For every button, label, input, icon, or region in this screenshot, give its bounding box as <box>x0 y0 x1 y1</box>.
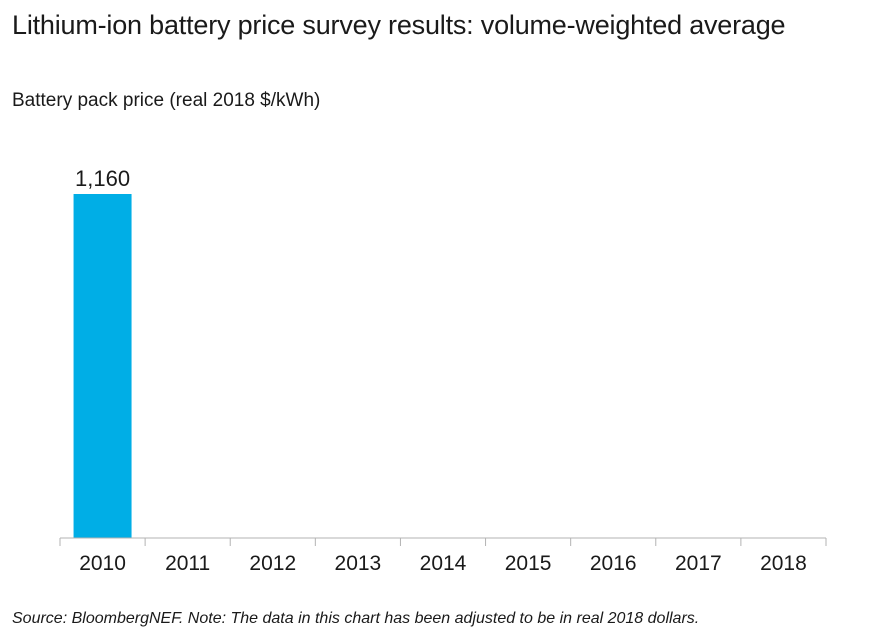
x-tick-labels-group: 2010 2011 2012 2013 2014 2015 2016 2017 2018 <box>79 552 807 575</box>
y-axis-label: Battery pack price (real 2018 $/kWh) <box>12 90 321 111</box>
x-ticks-group <box>59 538 827 546</box>
bar-chart: 1,160 2010 2011 2012 2013 2014 2015 2016 2017 20… <box>59 166 827 575</box>
data-label-2010: 1,160 <box>75 166 130 191</box>
bars-group <box>73 194 132 538</box>
bar-2010 <box>73 194 132 538</box>
chart-title: Lithium-ion battery price survey results… <box>12 10 786 40</box>
data-labels-group: 1,160 <box>75 166 130 191</box>
x-tick-label-2014: 2014 <box>420 552 467 575</box>
x-tick-label-2018: 2018 <box>760 552 807 575</box>
x-tick-label-2017: 2017 <box>675 552 722 575</box>
x-tick-label-2016: 2016 <box>590 552 637 575</box>
source-note: Source: BloombergNEF. Note: The data in … <box>12 610 700 627</box>
x-tick-label-2011: 2011 <box>165 552 210 575</box>
x-tick-label-2015: 2015 <box>505 552 552 575</box>
x-tick-label-2012: 2012 <box>249 552 296 575</box>
x-tick-label-2013: 2013 <box>335 552 382 575</box>
x-tick-label-2010: 2010 <box>79 552 126 575</box>
